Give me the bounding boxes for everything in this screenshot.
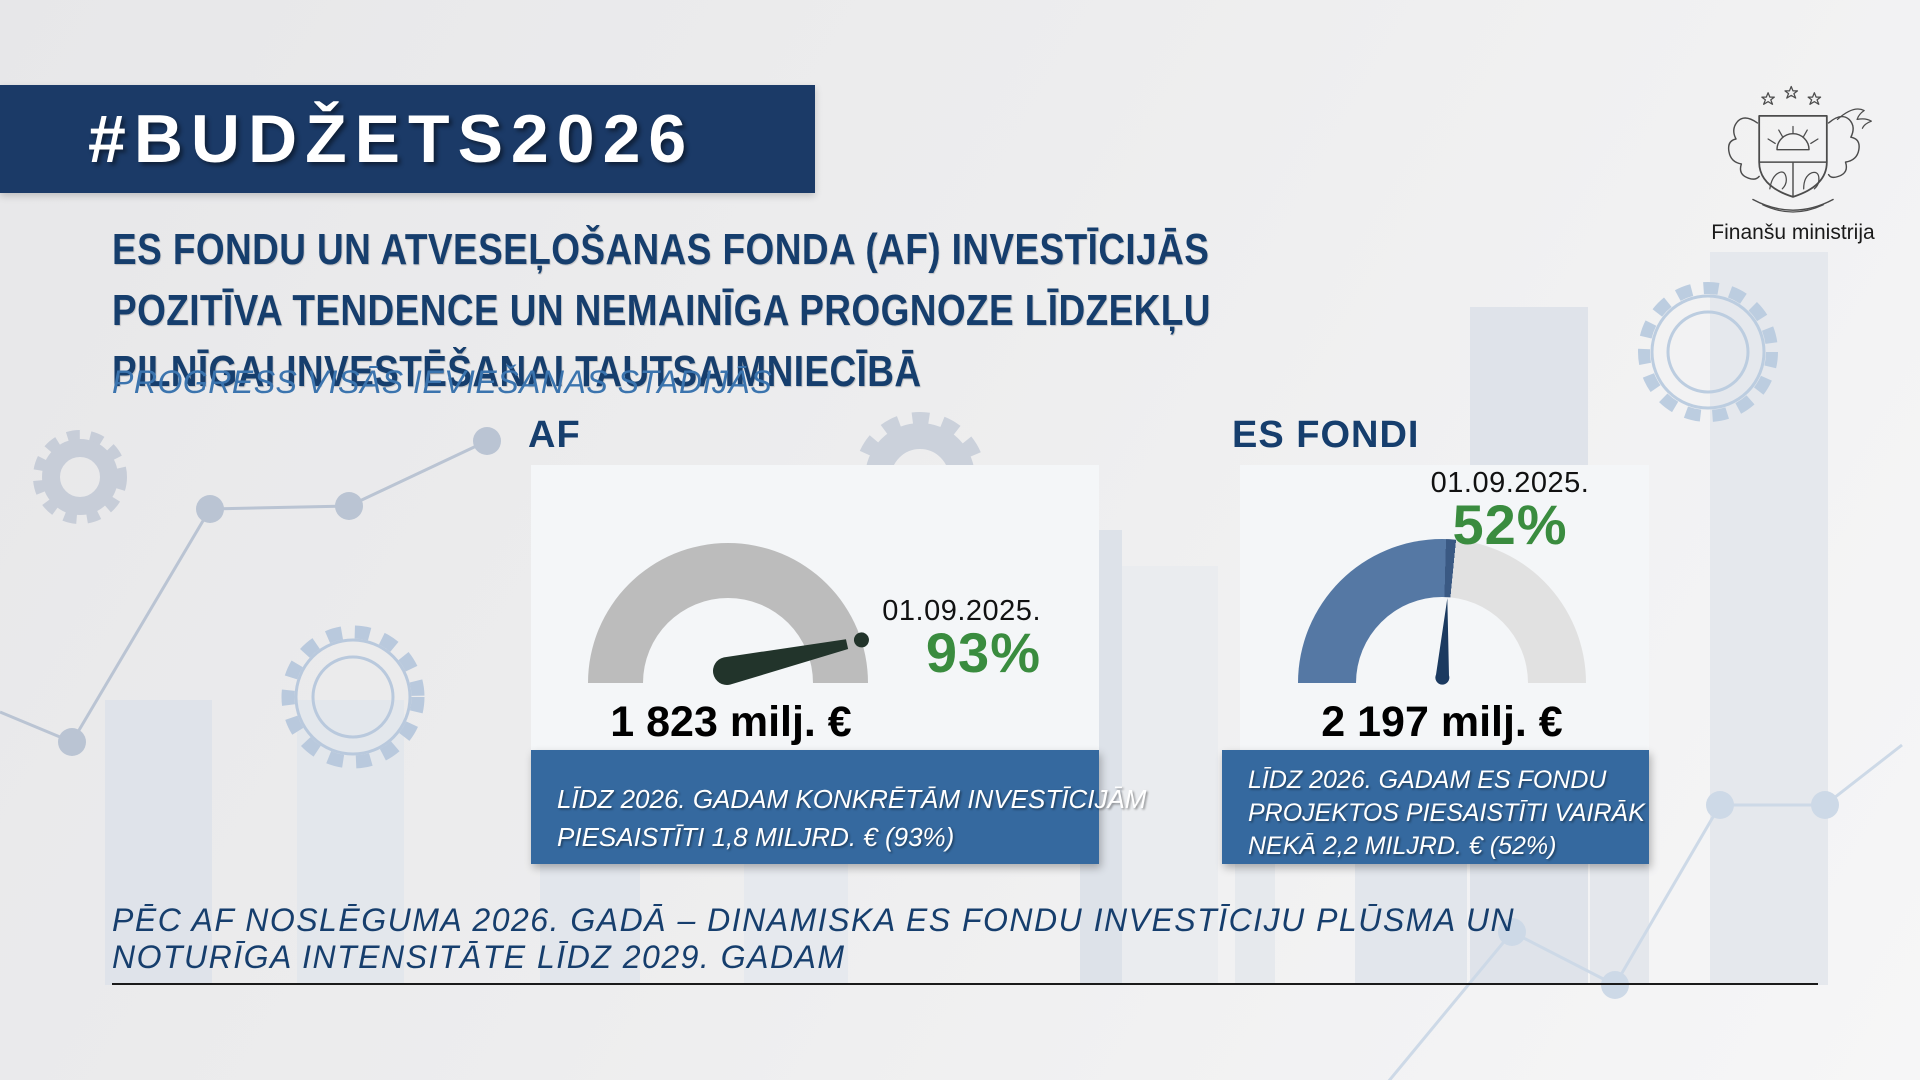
gauge-panel-es: 01.09.2025. 52% 2 197 milj. € bbox=[1240, 465, 1649, 769]
title-line-3: PILNĪGAI INVESTĒŠANAI TAUTSAIMNIECĪBĀ bbox=[112, 347, 922, 396]
gauge-panel-af: 01.09.2025. 93% 1 823 milj. € bbox=[531, 465, 1099, 768]
note-af-line-2: PIESAISTĪTI 1,8 MILJRD. € (93%) bbox=[557, 822, 955, 852]
es-needle-shape bbox=[1435, 598, 1450, 685]
ministry-name: Finanšu ministrija bbox=[1711, 221, 1875, 244]
es-needle bbox=[1433, 597, 1457, 690]
gauge-percent-es: 52% bbox=[1452, 493, 1568, 556]
af-needle-dot bbox=[853, 632, 869, 648]
note-box-af: LĪDZ 2026. GADAM KONKRĒTĀM INVESTĪCIJĀM … bbox=[531, 750, 1147, 864]
note-es-line-1: LĪDZ 2026. GADAM ES FONDU bbox=[1248, 766, 1607, 794]
page-title: ES FONDU UN ATVESEĻOŠANAS FONDA (AF) INV… bbox=[112, 219, 1420, 402]
hashtag-banner: #BUDŽETS2026 bbox=[0, 85, 815, 193]
footer-divider bbox=[112, 983, 1818, 985]
coat-of-arms-icon bbox=[1727, 85, 1872, 213]
footer-note: PĒC AF NOSLĒGUMA 2026. GADĀ – DINAMISKA … bbox=[112, 902, 1515, 976]
line-chart-decor-right bbox=[1387, 743, 1903, 1080]
af-needle bbox=[709, 624, 874, 689]
gauge-title-af: AF bbox=[528, 414, 581, 456]
note-es-line-2: PROJEKTOS PIESAISTĪTI VAIRĀK bbox=[1248, 799, 1645, 827]
note-es-line-3: NEKĀ 2,2 MILJRD. € (52%) bbox=[1248, 832, 1557, 860]
banner-title: #BUDŽETS2026 bbox=[88, 101, 695, 177]
page-subtitle: PROGRESS VISĀS IEVIEŠANAS STADIJĀS bbox=[112, 364, 773, 400]
title-line-2: POZITĪVA TENDENCE UN NEMAINĪGA PROGNOZE … bbox=[112, 286, 1211, 335]
gauge-date-es: 01.09.2025. bbox=[1430, 467, 1590, 499]
line-chart-decor-left bbox=[0, 427, 501, 756]
gauge-percent-af: 93% bbox=[925, 621, 1041, 684]
note-box-es: LĪDZ 2026. GADAM ES FONDU PROJEKTOS PIES… bbox=[1222, 750, 1649, 864]
footer-note-line-1: PĒC AF NOSLĒGUMA 2026. GADĀ – DINAMISKA … bbox=[112, 902, 1516, 938]
footer-note-line-2: NOTURĪGA INTENSITĀTE LĪDZ 2029. GADAM bbox=[112, 939, 846, 975]
gauge-value-af: 1 823 milj. € bbox=[610, 698, 852, 746]
title-line-1: ES FONDU UN ATVESEĻOŠANAS FONDA (AF) INV… bbox=[112, 225, 1210, 274]
ministry-logo: Finanšu ministrija bbox=[1688, 80, 1898, 245]
af-needle-shape bbox=[713, 639, 849, 685]
gauge-value-es: 2 197 milj. € bbox=[1321, 698, 1563, 746]
gauge-date-af: 01.09.2025. bbox=[882, 595, 1041, 627]
note-af-line-1: LĪDZ 2026. GADAM KONKRĒTĀM INVESTĪCIJĀM bbox=[557, 784, 1147, 814]
gauge-title-es: ES FONDI bbox=[1232, 414, 1420, 456]
gear-icon-solid-left bbox=[33, 430, 127, 524]
gear-icon-outline-right bbox=[1638, 282, 1778, 422]
gear-icon-outline-left bbox=[281, 625, 425, 769]
